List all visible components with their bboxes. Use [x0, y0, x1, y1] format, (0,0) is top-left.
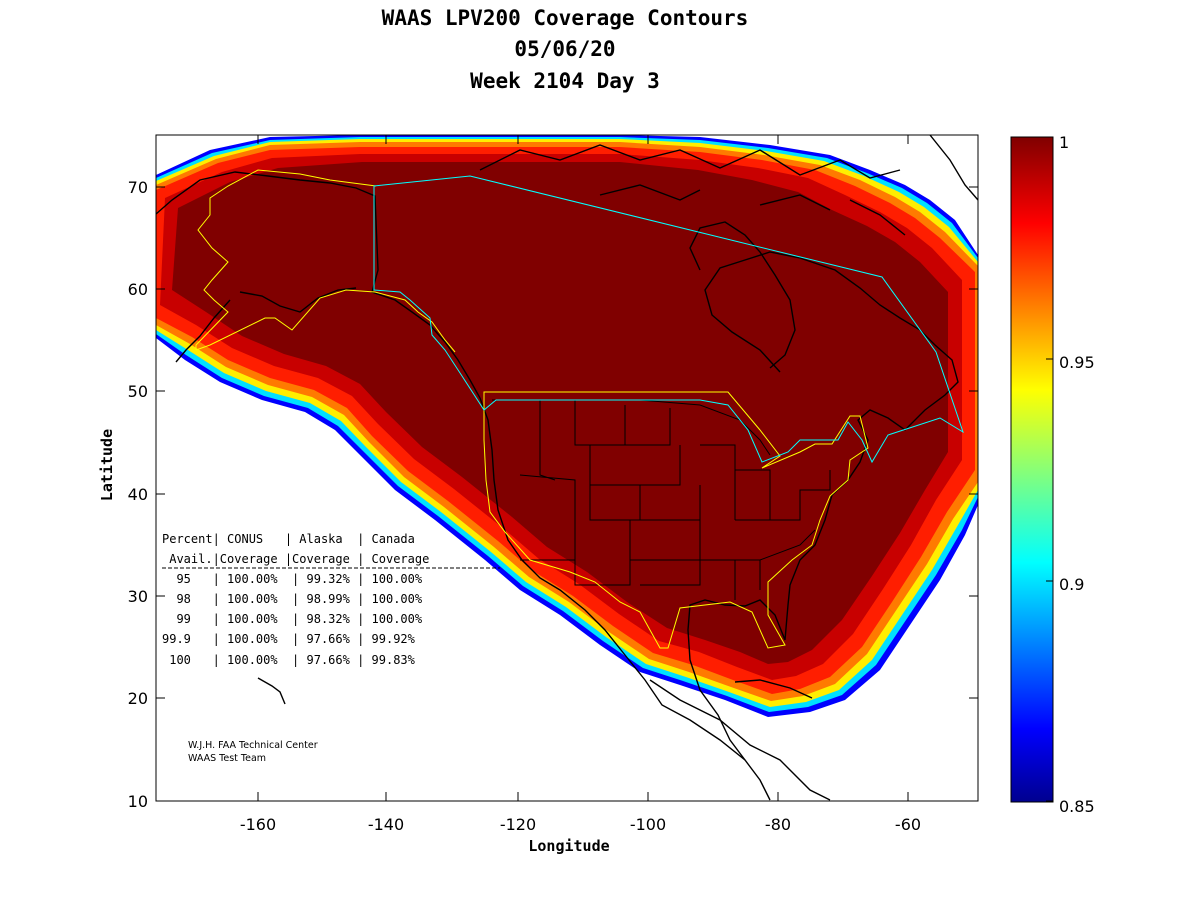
chart-title: WAAS LPV200 Coverage Contours — [381, 6, 749, 30]
coverage-contours — [156, 135, 978, 717]
central-america — [649, 679, 831, 801]
north-america-west-coast — [479, 397, 771, 801]
gulf-coast — [687, 251, 959, 761]
colorbar: 1 0.95 0.9 0.85 — [1010, 133, 1095, 816]
colorbar-tick-label: 1 — [1059, 133, 1069, 152]
y-tick-label: 20 — [128, 689, 148, 708]
stats-header-1: Percent| CONUS | Alaska | Canada — [162, 532, 415, 546]
chart-week-day: Week 2104 Day 3 — [470, 69, 660, 93]
x-tick-label: -80 — [765, 815, 791, 834]
x-axis-label: Longitude — [528, 837, 609, 855]
hawaii — [257, 677, 286, 705]
cuba — [734, 679, 813, 699]
stats-row: 100 | 100.00% | 97.66% | 99.83% — [162, 653, 416, 667]
x-tick-label: -100 — [630, 815, 666, 834]
contour-band-core — [172, 162, 948, 664]
x-tick-label: -120 — [500, 815, 536, 834]
y-tick-label: 10 — [128, 792, 148, 811]
alaska-region-boundary — [195, 169, 456, 353]
alaska-peninsula — [175, 287, 357, 363]
stats-header-2: Avail.|Coverage |Coverage | Coverage — [162, 552, 429, 566]
credit-line-2: WAAS Test Team — [188, 753, 266, 764]
y-tick-label: 60 — [128, 280, 148, 299]
arctic-islands — [479, 144, 906, 236]
y-tick-label: 30 — [128, 587, 148, 606]
colorbar-gradient — [1010, 136, 1054, 803]
x-tick-label: -140 — [368, 815, 404, 834]
greenland — [929, 135, 978, 201]
colorbar-tick-label: 0.9 — [1059, 575, 1084, 594]
stats-row: 99.9 | 100.00% | 97.66% | 99.92% — [162, 632, 416, 646]
coastlines — [156, 135, 978, 801]
y-axis-label: Latitude — [98, 429, 116, 501]
x-tick-label: -60 — [895, 815, 921, 834]
x-tick-label: -160 — [240, 815, 276, 834]
plot-frame — [155, 134, 979, 802]
stats-row: 99 | 100.00% | 98.32% | 100.00% — [162, 612, 423, 626]
y-tick-label: 70 — [128, 178, 148, 197]
y-tick-label: 40 — [128, 485, 148, 504]
coverage-stats-table: Percent| CONUS | Alaska | Canada Avail.|… — [162, 532, 500, 667]
axis-ticks — [156, 135, 978, 801]
credit-line-1: W.J.H. FAA Technical Center — [188, 740, 318, 751]
hudson-bay — [689, 221, 796, 369]
canada-region-boundary — [373, 175, 964, 464]
colorbar-tick-label: 0.95 — [1059, 353, 1095, 372]
y-tick-label: 50 — [128, 382, 148, 401]
region-boundaries — [195, 169, 964, 649]
alaska-coast — [156, 171, 481, 399]
colorbar-tick-label: 0.85 — [1059, 797, 1095, 816]
conus-region-boundary — [483, 391, 869, 649]
chart-date: 05/06/20 — [514, 37, 616, 61]
state-boundaries — [492, 399, 831, 600]
stats-row: 98 | 100.00% | 98.99% | 100.00% — [162, 592, 423, 606]
stats-row: 95 | 100.00% | 99.32% | 100.00% — [162, 572, 423, 586]
